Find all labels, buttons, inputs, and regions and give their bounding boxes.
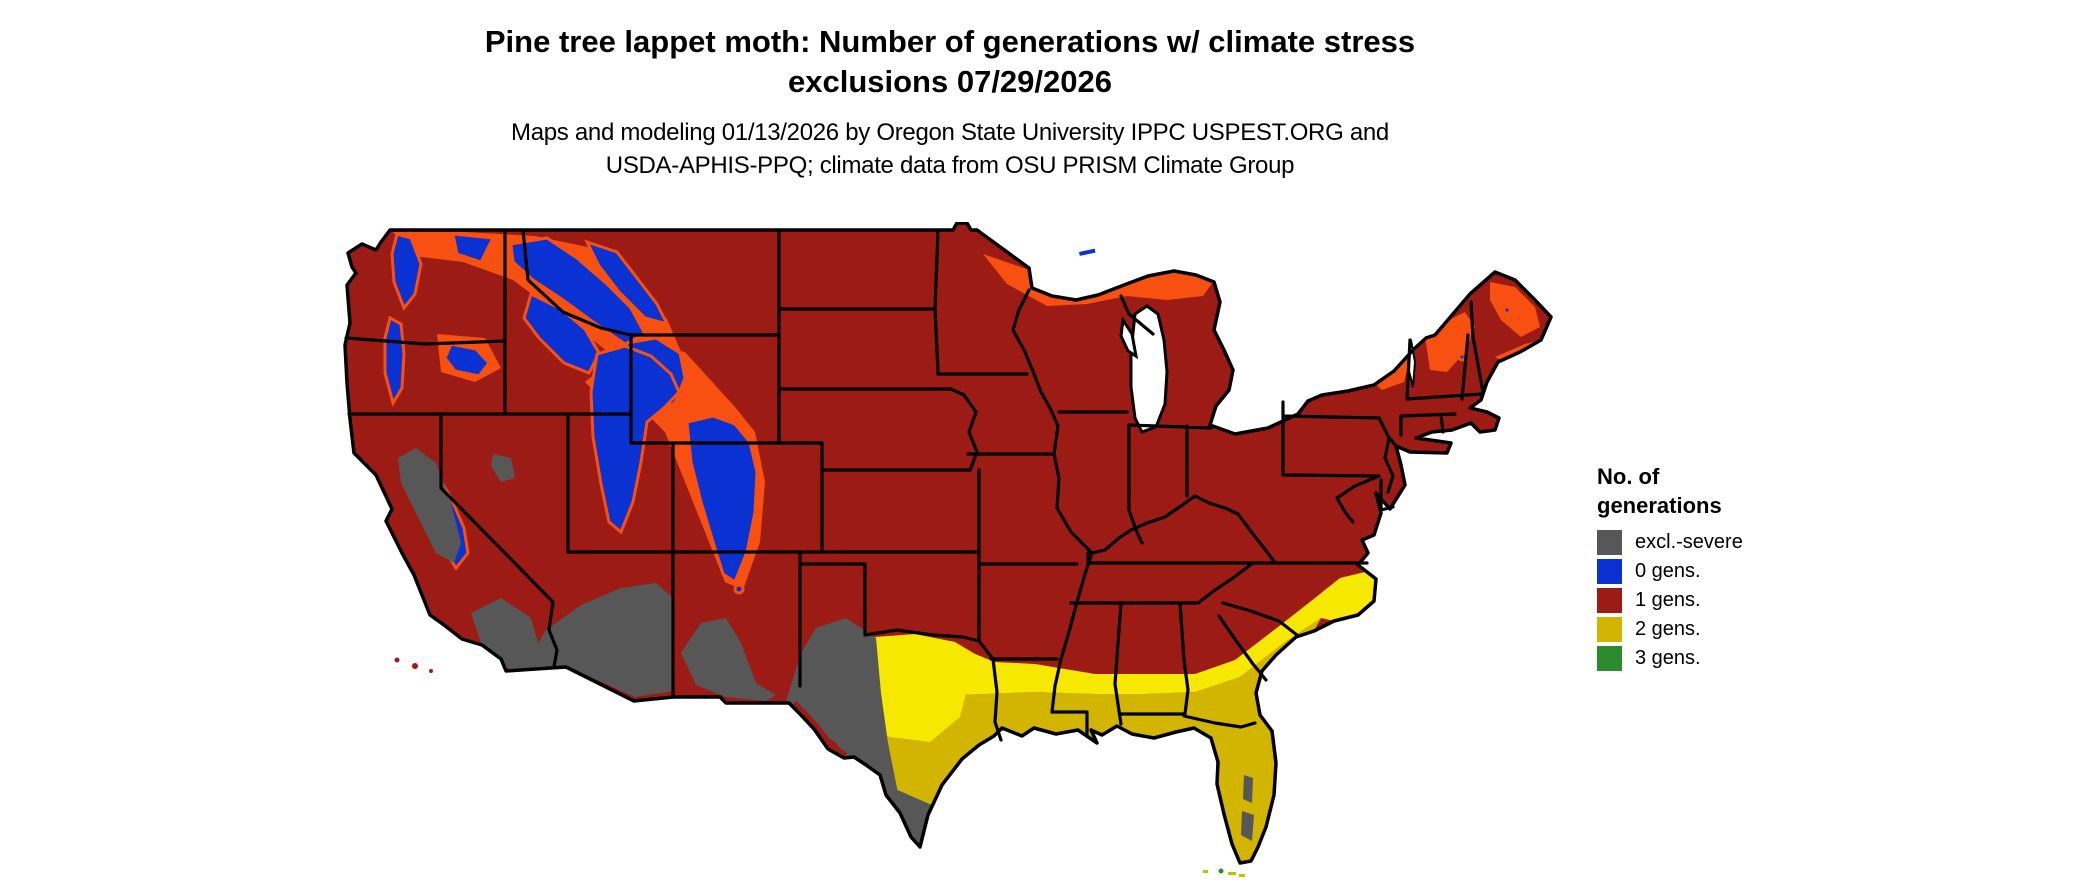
raster-layers [345,223,1551,863]
us-map-svg [343,222,1553,877]
legend-swatch-0-gens [1597,559,1622,584]
page-subtitle-line1: Maps and modeling 01/13/2026 by Oregon S… [511,119,1389,146]
map-legend: No. of generations excl.-severe 0 gens. … [1597,462,1837,675]
region-0-gens [383,232,1512,636]
legend-swatch-excl-severe [1597,530,1622,555]
state-borders [344,228,1485,742]
title-block: Pine tree lappet moth: Number of generat… [0,22,1900,182]
page-title: Pine tree lappet moth: Number of generat… [0,22,1900,102]
region-3-gens-speck [1218,868,1224,874]
legend-item-3-gens: 3 gens. [1597,646,1837,671]
legend-item-0-gens: 0 gens. [1597,559,1837,584]
legend-swatch-3-gens [1597,646,1622,671]
legend-label: 0 gens. [1635,560,1701,582]
legend-item-excl-severe: excl.-severe [1597,530,1837,555]
legend-title: No. of generations [1597,462,1837,520]
legend-item-2-gens: 2 gens. [1597,617,1837,642]
legend-label: 1 gens. [1635,589,1701,611]
legend-label: 2 gens. [1635,618,1701,640]
page-subtitle: Maps and modeling 01/13/2026 by Oregon S… [0,116,1900,182]
legend-item-1-gens: 1 gens. [1597,588,1837,613]
page-subtitle-line2: USDA-APHIS-PPQ; climate data from OSU PR… [605,152,1295,179]
region-1-gens-base [345,223,1551,863]
channel-islands [394,657,433,673]
isle-royale-speck [1079,248,1096,256]
legend-swatch-2-gens [1597,617,1622,642]
socal-yellow-specks [438,640,468,658]
us-generations-map [335,222,1565,887]
rio-grande-red-strip [789,700,848,761]
page-title-line2: exclusions 07/29/2026 [787,64,1112,99]
region-transition-yellow [853,572,1376,696]
legend-swatch-1-gens [1597,588,1622,613]
legend-label: excl.-severe [1635,531,1743,553]
us-outline [343,222,1553,865]
page-title-line1: Pine tree lappet moth: Number of generat… [484,24,1416,59]
region-2-gens [880,618,1321,863]
legend-label: 3 gens. [1635,647,1701,669]
lake-michigan [1119,304,1169,434]
region-excl-severe [398,448,1254,847]
legend-title-line1: No. of [1597,464,1660,489]
legend-title-line2: generations [1597,493,1722,518]
florida-keys [1203,868,1245,877]
